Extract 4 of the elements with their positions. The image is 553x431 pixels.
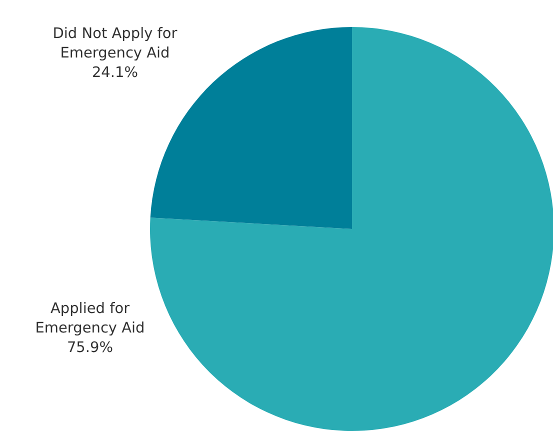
- data-label: 75.9%: [66, 340, 114, 356]
- data-label: 24.1%: [92, 65, 138, 82]
- slice-label: Did Not Apply for Emergency Aid: [52, 26, 178, 62]
- slice-label: Applied for Emergency Aid: [35, 301, 145, 337]
